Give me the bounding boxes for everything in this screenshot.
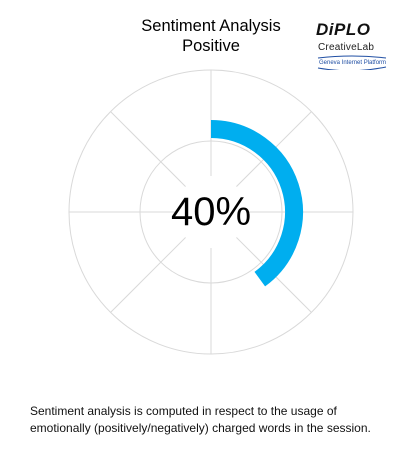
footnote: Sentiment analysis is computed in respec…	[30, 404, 371, 435]
logo-swoosh-icon	[317, 55, 387, 70]
chart-title-line2: Positive	[182, 37, 240, 55]
gauge-center-disc	[175, 176, 247, 248]
chart-title-line1: Sentiment Analysis	[141, 17, 281, 35]
gauge-marks	[210, 120, 303, 287]
gauge-progress-arc	[210, 120, 303, 287]
logo-subtitle: CreativeLab	[318, 42, 375, 53]
chart-title: Sentiment Analysis Positive	[100, 16, 322, 56]
diplo-logo: DiPLO CreativeLab Geneva Internet Platfo…	[316, 20, 396, 72]
logo-brand: DiPLO	[316, 20, 371, 39]
gauge-value-label: 40%	[170, 190, 252, 234]
gauge-grid	[68, 69, 354, 355]
logo-tagline: Geneva Internet Platform	[319, 60, 387, 66]
